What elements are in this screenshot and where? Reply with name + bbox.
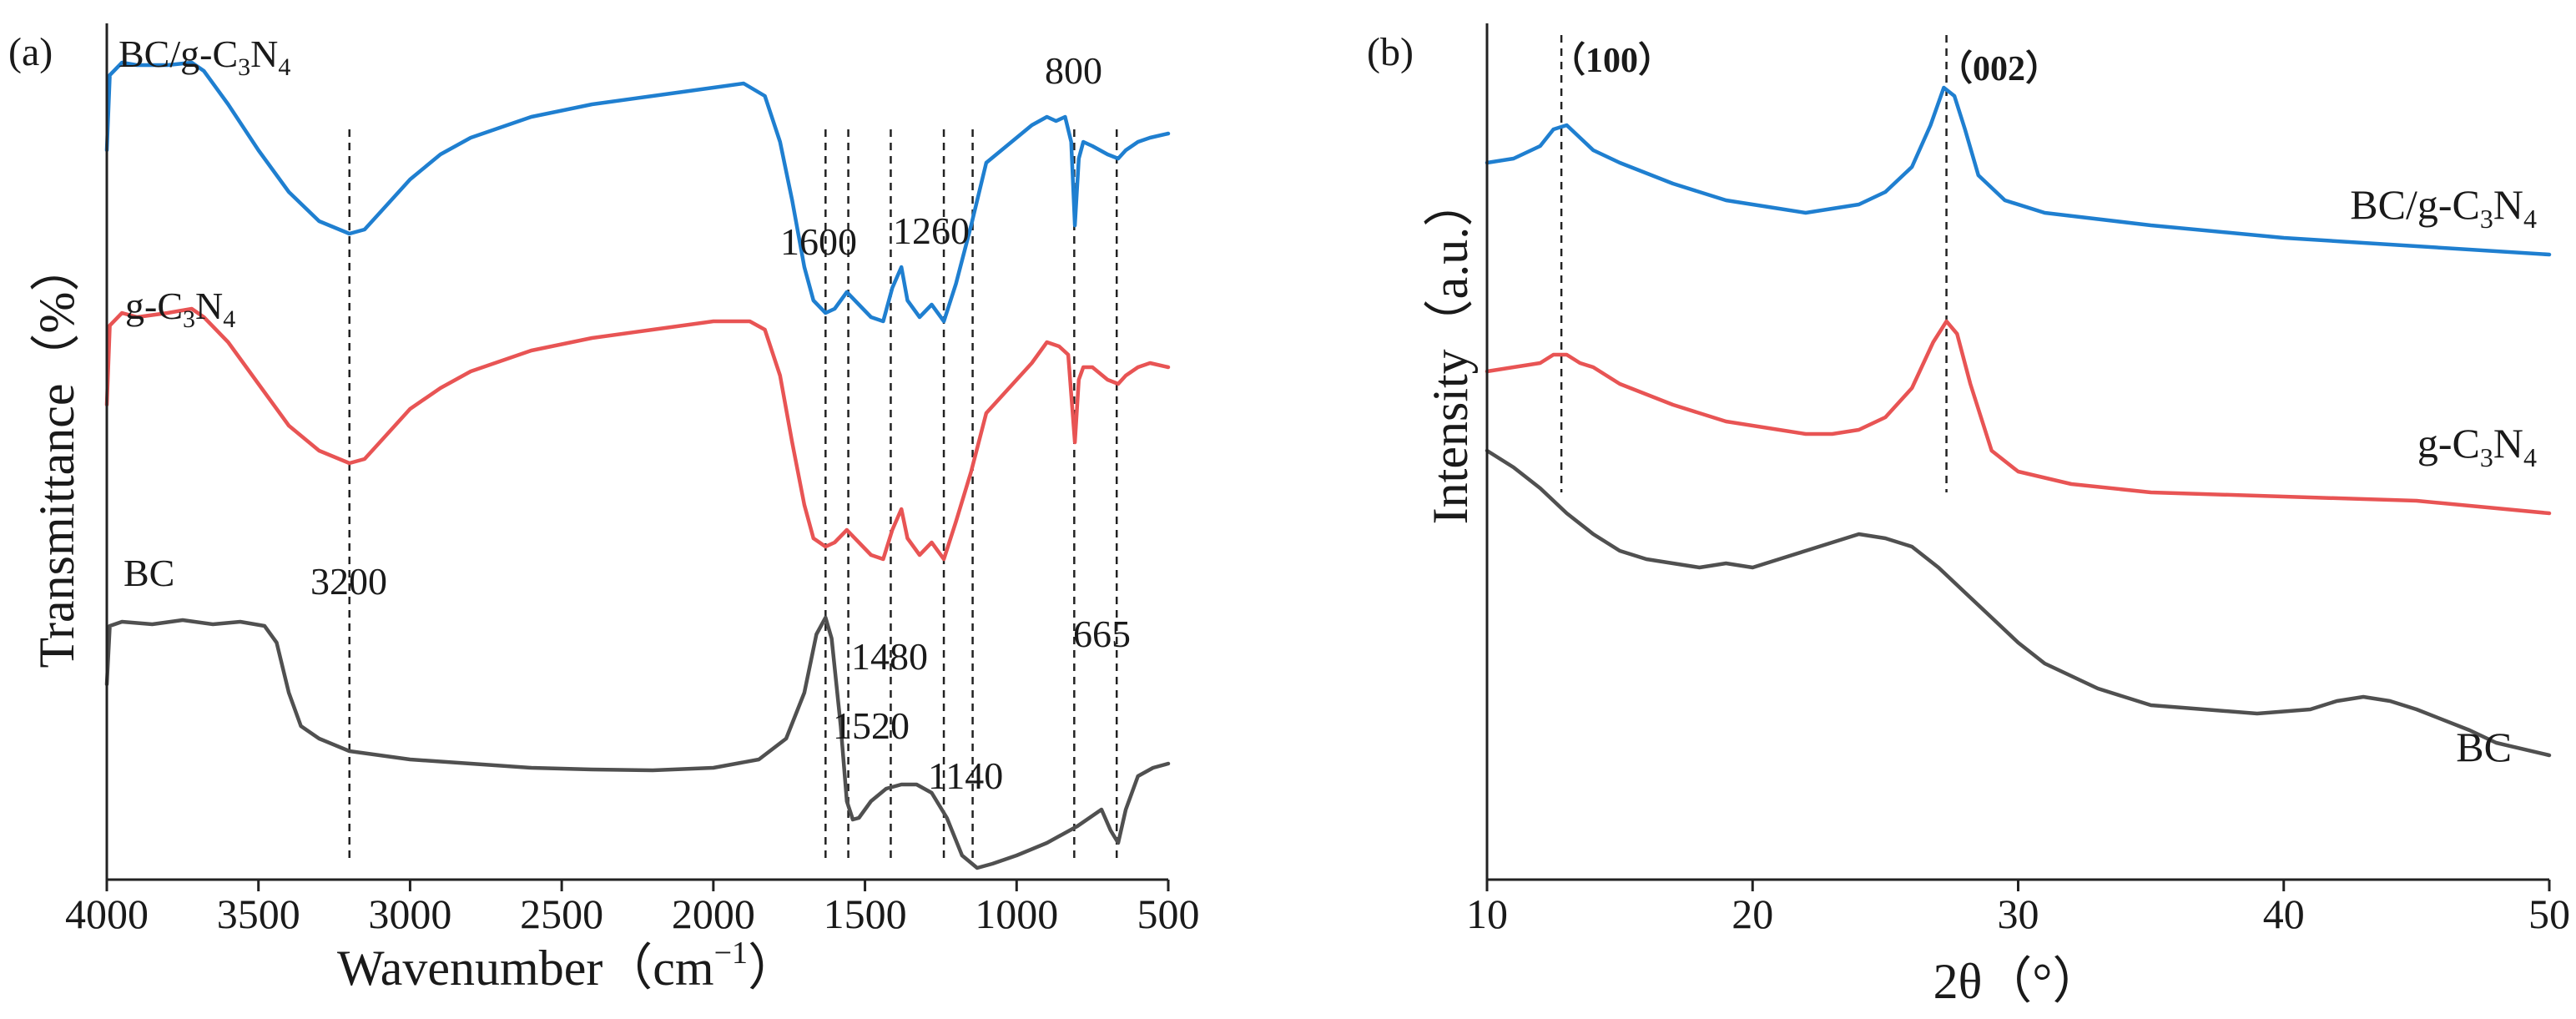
peak-label-1260: 1260 [893,209,970,252]
panel-a-x-ticks: 4000 3500 3000 2500 2000 1500 1000 500 [65,880,1200,937]
panel-b-series-label-bc-gc3n4: BC/g-C3N4 [2350,181,2537,234]
x-tick-label: 4000 [65,890,149,937]
peak-label-1600: 1600 [780,220,857,263]
panel-b-series-label-gc3n4: g-C3N4 [2417,420,2537,472]
x-tick-label: 1000 [975,890,1058,937]
series-line-g-c3n4 [104,306,1171,562]
peak-label-800: 800 [1045,49,1102,92]
panel-b-y-axis-label: Intensity（a.u.） [1423,177,1478,525]
panel-a-series-label-gc3n4: g-C3N4 [125,285,235,333]
x-tick-label: 2000 [672,890,755,937]
panel-b-label: (b) [1367,30,1414,74]
peak-label-1140: 1140 [928,754,1003,797]
x-tick-label: 1500 [824,890,907,937]
series-line-bc [1485,448,2552,758]
series-line-bc [104,615,1171,870]
series-line-bc-g-c3n4 [104,60,1171,324]
panel-a-x-axis-label: Wavenumber（cm−1） [337,936,798,996]
panel-b-reference-lines [1560,35,1948,492]
x-tick-label: 50 [2528,890,2570,937]
x-tick-label: 2500 [520,890,603,937]
panel-b-series-label-bc: BC [2456,724,2512,770]
panel-a-reference-lines [348,129,1118,860]
x-tick-label: 3500 [217,890,300,937]
peak-label-3200: 3200 [310,560,387,603]
peak-label-1520: 1520 [833,704,910,747]
panel-a-series [104,60,1171,870]
panel-b-x-axis-label: 2θ（°） [1933,954,2103,1009]
series-line-bc-g-c3n4 [1485,85,2552,257]
x-tick-label: 3000 [368,890,451,937]
x-tick-label: 500 [1137,890,1200,937]
panel-a-ftir: (a) 4000 3500 3000 2500 2000 1500 1000 500 Wave… [8,23,1200,996]
peak-label-002: （002） [1938,49,2060,88]
panel-a-series-label-bc-gc3n4: BC/g-C3N4 [118,33,290,81]
panel-a-label: (a) [8,30,53,74]
panel-b-series [1485,85,2552,758]
panel-a-series-label-bc: BC [124,552,174,594]
panel-b-x-ticks: 10 20 30 40 50 [1466,880,2570,937]
x-tick-label: 40 [2263,890,2305,937]
panel-b-xrd: (b) 10 20 30 40 50 2θ（°） Intensity（a.u.） BC/… [1367,23,2570,1009]
series-line-g-c3n4 [1485,319,2552,516]
peak-label-665: 665 [1073,613,1131,655]
peak-label-100: （100） [1550,41,1673,80]
panel-a-y-axis-label: Transmittance（%） [29,241,84,668]
x-tick-label: 20 [1732,890,1773,937]
x-tick-label: 10 [1466,890,1508,937]
x-tick-label: 30 [1998,890,2039,937]
peak-label-1480: 1480 [851,635,928,678]
